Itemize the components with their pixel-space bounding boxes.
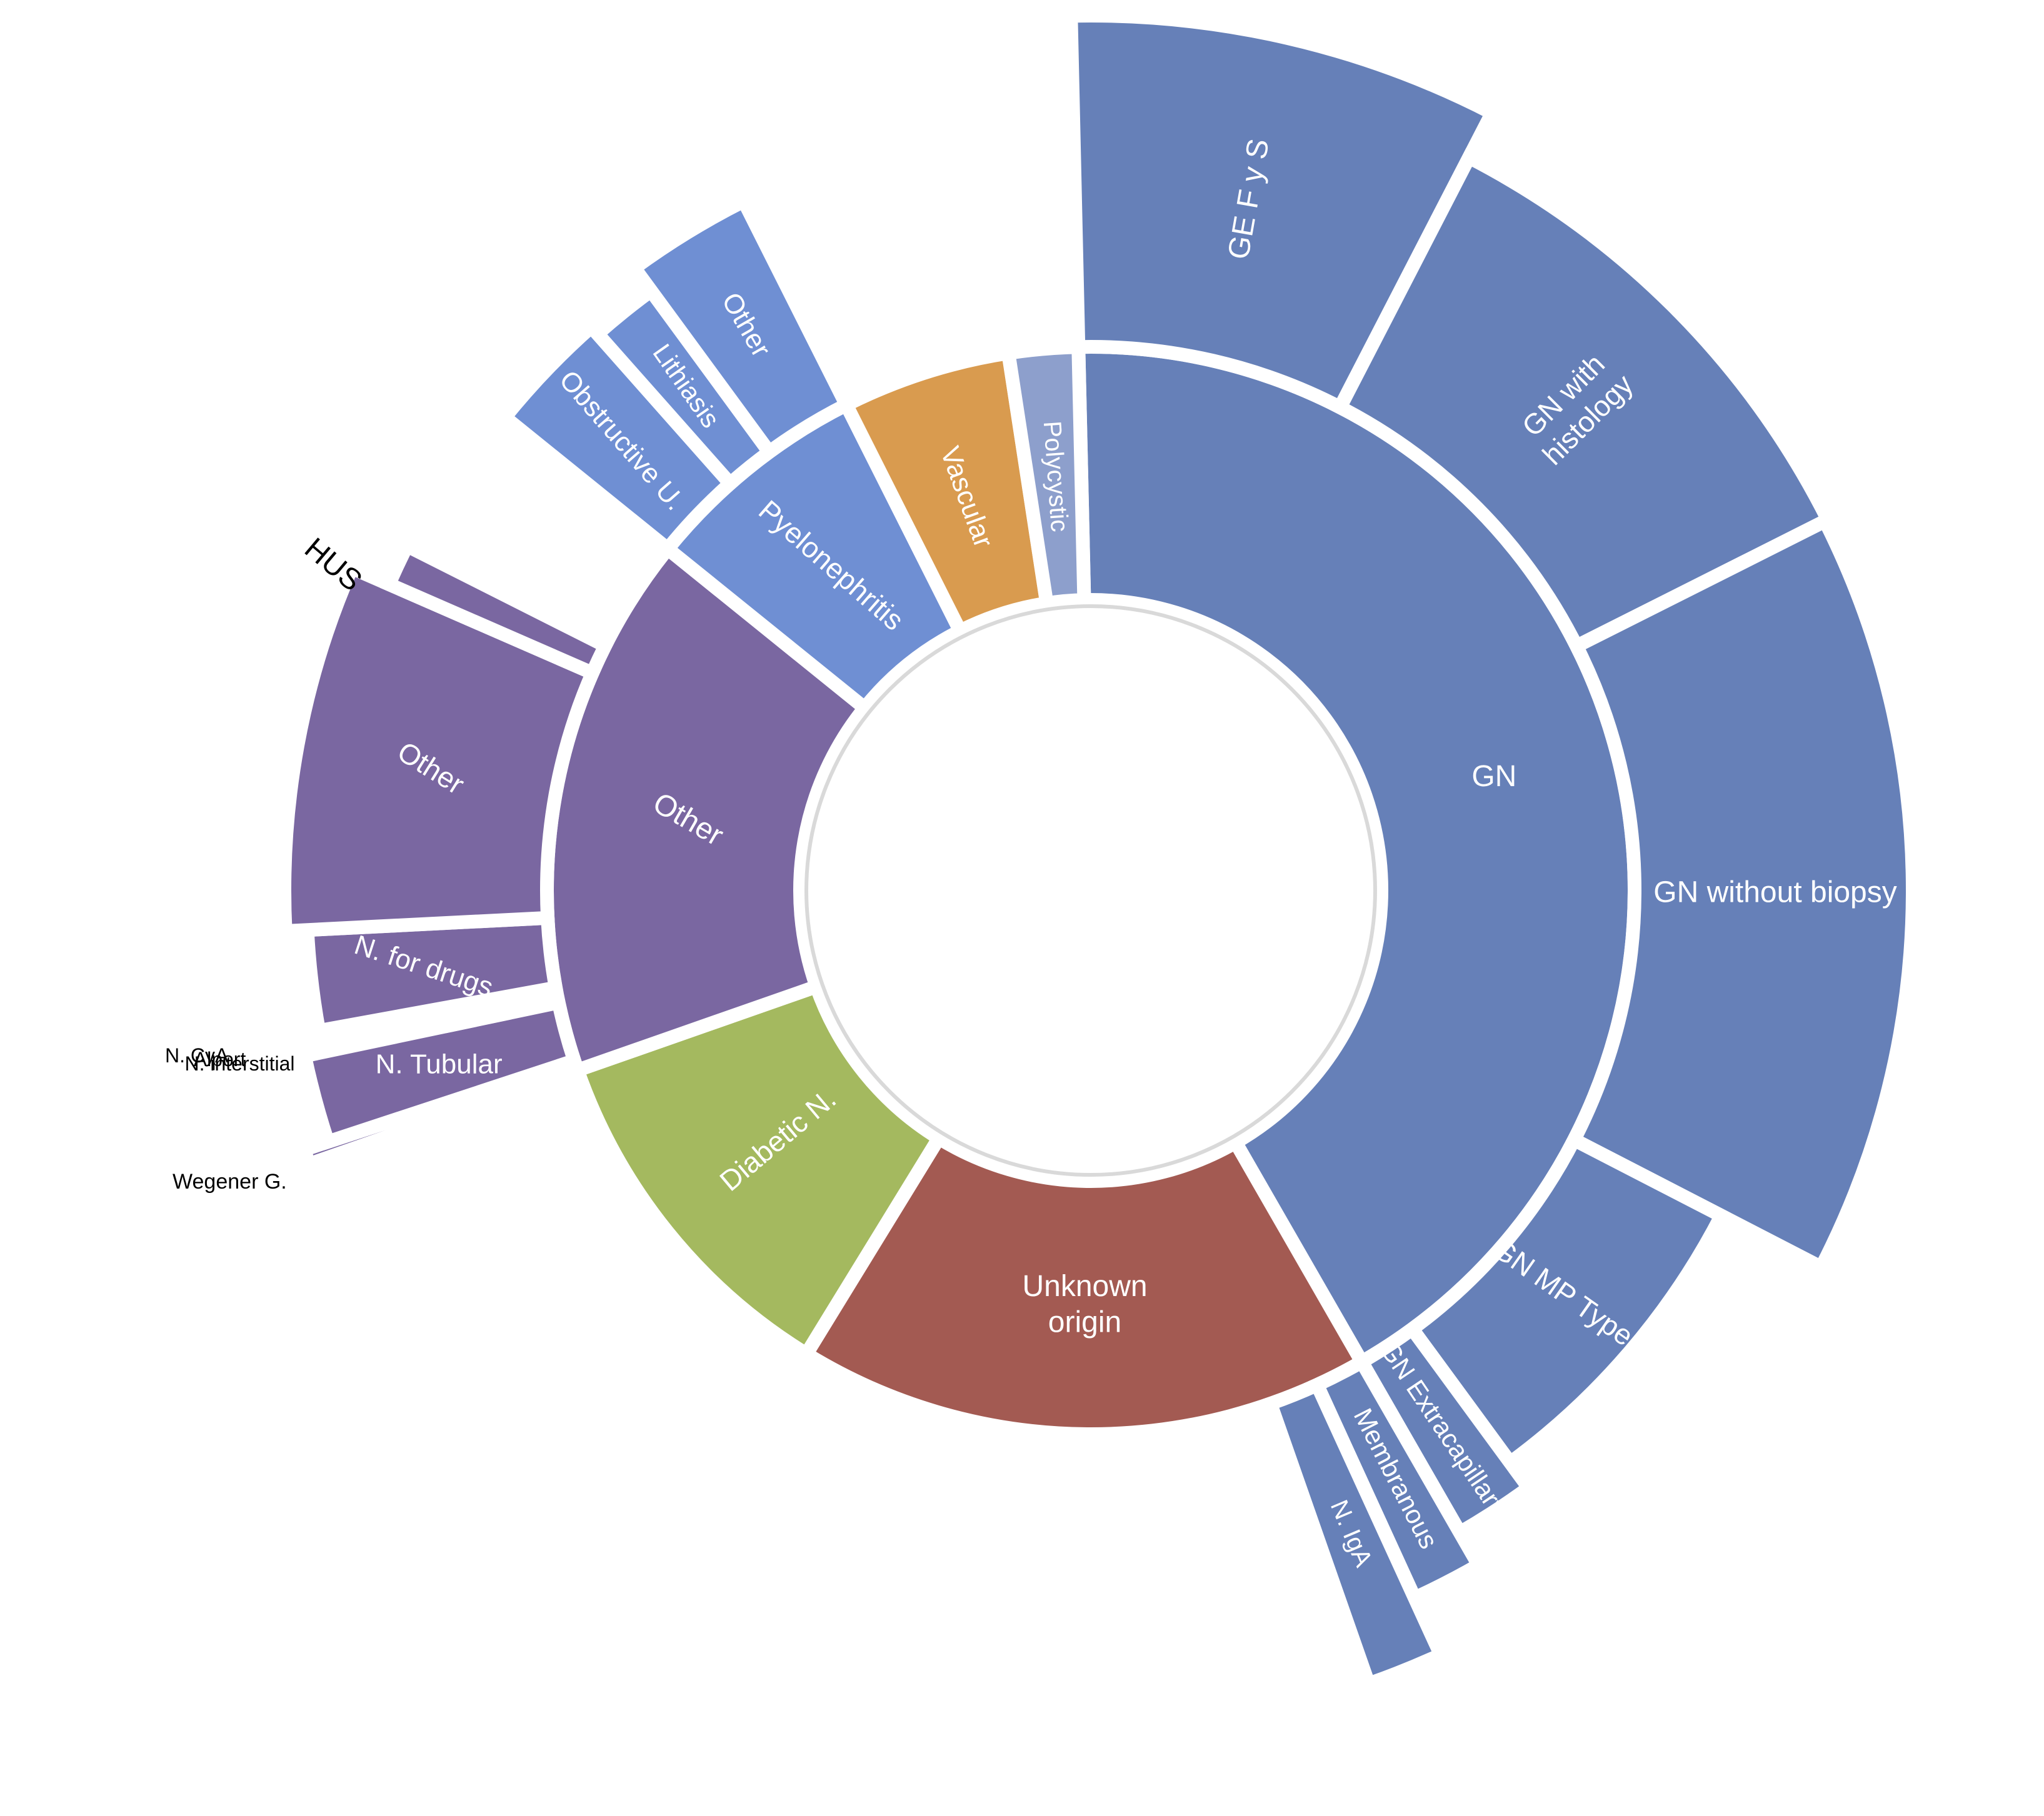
- inner-label-unknown-origin: Unknown origin: [1022, 1270, 1147, 1339]
- outer-label-n-tubular: N. Tubular: [376, 1049, 503, 1079]
- outer-label-gn-without-biopsy: GN without biopsy: [1653, 876, 1897, 909]
- center-hole: [804, 604, 1377, 1177]
- outer-segment-hus: [379, 536, 614, 682]
- outer-label-n-interstitial: N. interstitial: [184, 1053, 294, 1075]
- outer-label-n-cya: N. CyA: [165, 1044, 229, 1067]
- outer-segment-other-2: [624, 192, 856, 462]
- outer-label-wegener-g: Wegener G.: [173, 1170, 287, 1194]
- outer-label-alport: Alport: [194, 1049, 246, 1071]
- inner-segment-diabetic-n: [568, 977, 949, 1364]
- outer-segment-gn-with-histology: [1331, 148, 1837, 656]
- outer-ring: [278, 9, 1920, 1693]
- inner-segment-polycystic: [1000, 339, 1091, 611]
- inner-segment-unknown-origin: [796, 1129, 1371, 1441]
- outer-segment-gn-without-biopsy: [1565, 512, 1920, 1277]
- outer-segment-n-tubular: [296, 994, 583, 1151]
- outer-segment-n-iga: [1261, 1375, 1450, 1693]
- outer-segment-other: [278, 559, 602, 939]
- inner-ring: [540, 339, 1641, 1441]
- inner-label-gn: GN: [1471, 760, 1516, 793]
